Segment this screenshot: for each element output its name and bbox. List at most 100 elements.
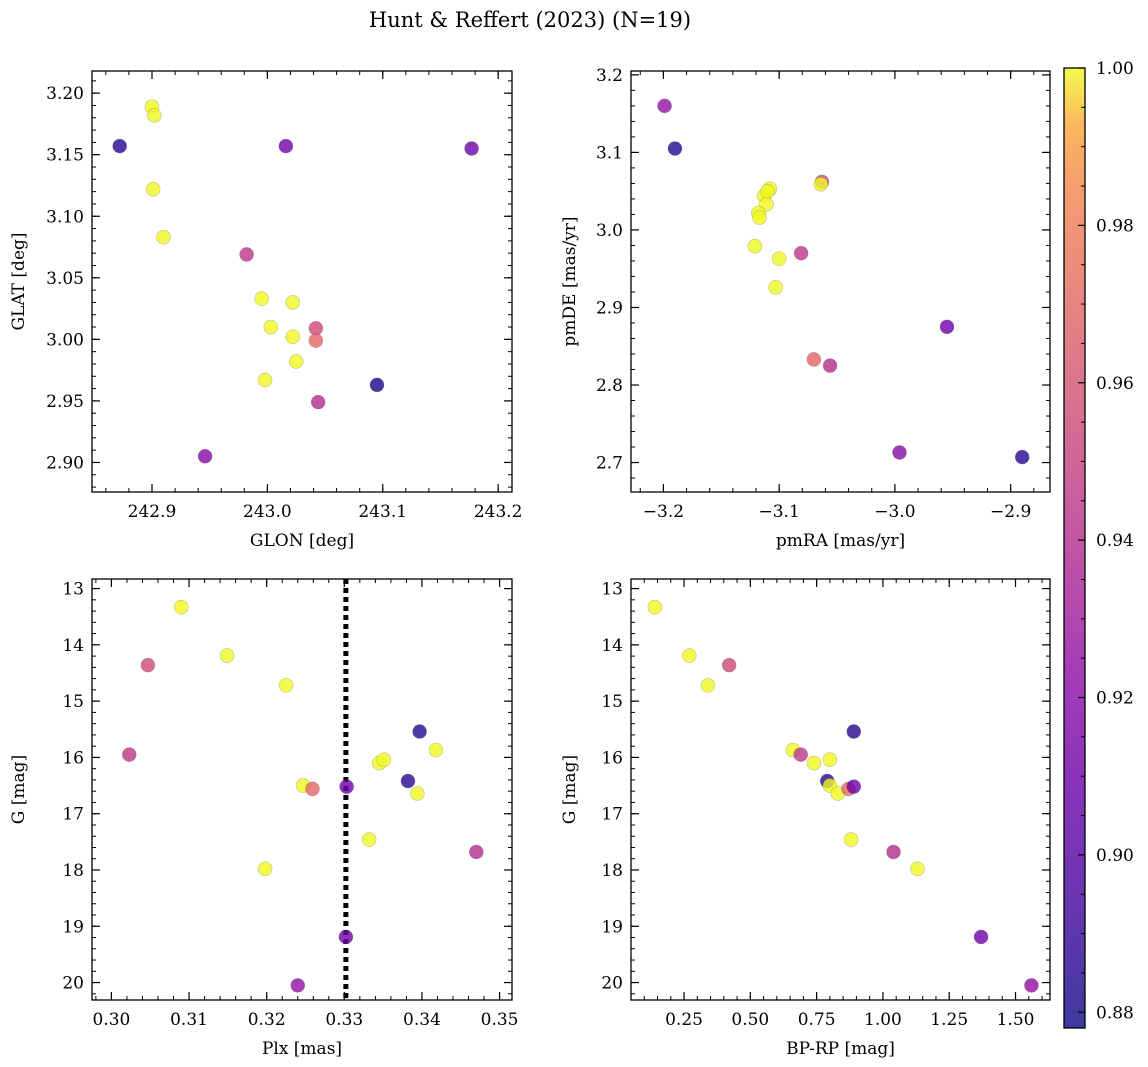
data-point [308,320,324,336]
y-tick-label: 16 [62,748,84,768]
plot-frame [630,70,1051,493]
data-point [813,176,829,192]
data-point [310,394,326,410]
data-point [843,832,859,847]
data-point [910,861,925,877]
colorbar-tick-label: 0.96 [1096,374,1134,394]
y-tick-label: 3.15 [46,146,84,166]
data-point [308,333,324,348]
x-tick-label: 0.30 [92,1010,130,1030]
x-tick-label: 0.31 [170,1010,208,1030]
data-point [886,844,901,860]
data-point [682,648,697,663]
x-tick-label: 243.2 [474,502,523,522]
data-point [721,657,737,673]
y-tick-label: 2.95 [46,392,84,412]
data-point [409,786,425,801]
x-tick-label: 242.9 [128,502,177,522]
y-tick-label: 3.1 [596,143,623,163]
y-tick-label: 3.20 [46,84,84,104]
y-tick-label: 2.7 [596,454,623,474]
x-tick-label: 243.1 [358,502,407,522]
y-axis-label: G [mag] [9,755,29,824]
plot-frame [91,70,513,493]
colorbar-tick-label: 1.00 [1096,59,1134,79]
data-point [112,138,127,154]
x-tick-label: 1.00 [864,1010,902,1030]
y-tick-label: 3.0 [596,221,623,241]
y-tick-label: 18 [601,861,623,881]
data-point [121,747,137,762]
data-point [263,319,279,335]
colorbar-tick-label: 0.92 [1096,689,1134,709]
colorbar: 0.88 0.90 0.92 0.94 0.96 0.98 1.00 [1063,59,1134,1029]
data-point [305,781,320,797]
data-point [464,141,479,156]
y-tick-label: 2.8 [596,376,623,396]
y-tick-label: 2.9 [596,298,623,318]
y-axis-label: pmDE [mas/yr] [560,216,580,346]
data-point [197,449,213,464]
data-point [285,329,301,345]
y-tick-label: 13 [601,580,623,600]
data-point [793,747,809,762]
y-tick-label: 13 [62,580,84,600]
data-point [647,599,663,615]
colorbar-frame [1063,67,1086,1029]
data-point [939,319,955,335]
y-tick-label: 17 [601,805,623,825]
data-point [747,238,763,254]
panel-plx-g: 0.30 0.31 0.32 0.33 0.34 0.35 13 14 15 16 17 18 19 20… [9,578,519,1059]
y-tick-label: 18 [62,861,84,881]
data-point [145,181,161,197]
data-point [361,832,377,847]
y-tick-label: 19 [601,917,623,937]
x-tick-label: 243.0 [243,502,292,522]
x-tick-label: 0.50 [731,1010,769,1030]
x-tick-label: 0.75 [798,1010,836,1030]
data-point [290,978,306,993]
colorbar-tick-label: 0.88 [1096,1003,1134,1023]
y-tick-label: 2.90 [46,453,84,473]
colorbar-tick-label: 0.94 [1096,531,1134,551]
y-tick-label: 16 [601,748,623,768]
data-point [369,377,385,393]
data-point [793,245,809,261]
data-point [667,141,683,156]
y-tick-label: 15 [62,692,84,712]
plot-frame [630,578,1051,1001]
x-tick-label: 1.25 [930,1010,968,1030]
data-point [428,742,444,758]
data-point [806,352,822,367]
data-point [257,372,273,388]
data-point [1024,978,1039,993]
x-tick-label: −3.0 [874,502,915,522]
x-tick-label: −3.1 [759,502,800,522]
data-point [657,98,672,114]
data-point [806,755,822,771]
data-point [822,358,838,373]
data-point [846,724,862,739]
y-tick-label: 3.10 [46,207,84,227]
data-point [140,657,156,673]
x-tick-label: 0.34 [403,1010,441,1030]
x-tick-label: 0.32 [248,1010,286,1030]
y-tick-label: 3.05 [46,269,84,289]
figure-title: Hunt & Reffert (2023) (N=19) [369,8,691,32]
y-tick-label: 20 [62,974,84,994]
data-point [846,779,862,794]
data-point [219,648,235,663]
x-tick-label: −2.9 [990,502,1031,522]
colorbar-tick-label: 0.98 [1096,216,1134,236]
y-tick-label: 14 [62,636,84,656]
data-point [412,724,427,739]
panel-bprp-g: 0.25 0.50 0.75 1.00 1.25 1.50 13 14 15 16 17 18 19 20… [560,578,1051,1059]
x-axis-label: BP-RP [mag] [786,1039,895,1059]
y-tick-label: 14 [601,636,623,656]
data-point [468,844,484,860]
x-axis-label: Plx [mas] [262,1039,342,1059]
y-tick-label: 17 [62,805,84,825]
data-point [760,183,775,199]
x-axis-label: pmRA [mas/yr] [776,531,905,551]
y-tick-label: 3.2 [596,66,623,86]
